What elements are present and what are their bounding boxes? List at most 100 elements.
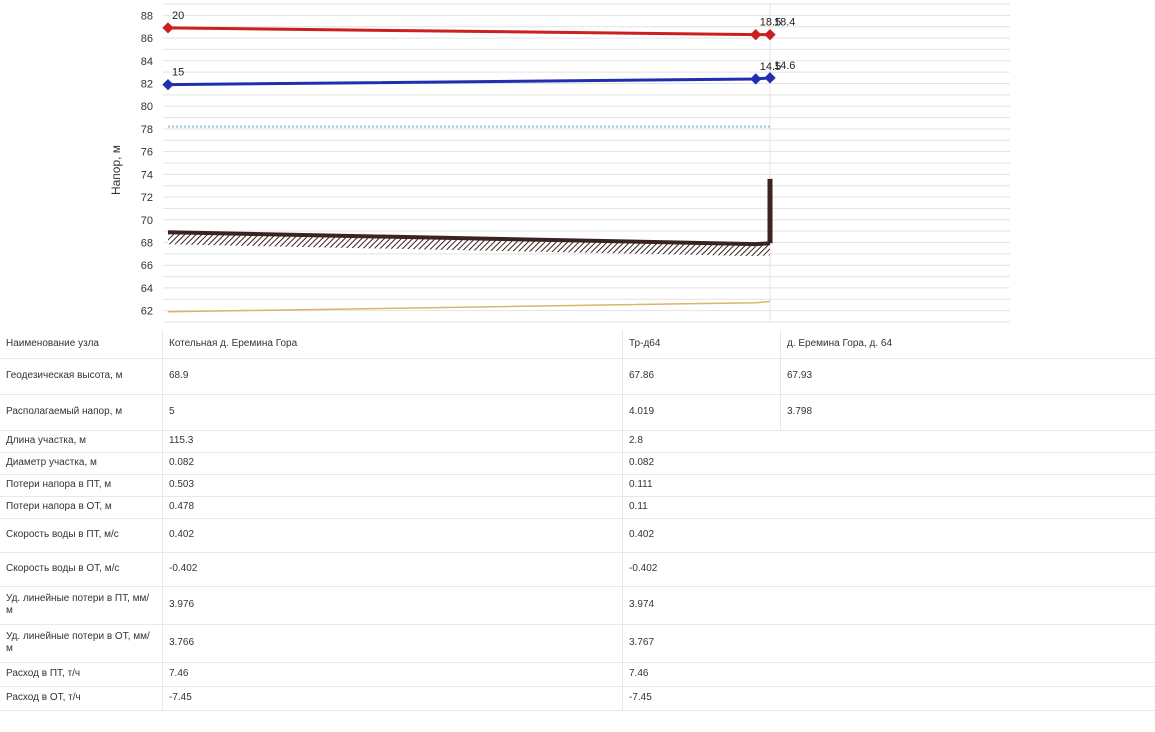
cell-node-1: 68.9	[162, 358, 623, 394]
cell-node-3	[781, 430, 1155, 452]
y-tick-label: 80	[141, 101, 153, 113]
cell-node-2: 2.8	[622, 430, 781, 452]
series-line	[167, 300, 771, 313]
cell-node-3: 3.798	[780, 394, 1155, 430]
cell-node-3	[781, 452, 1155, 474]
table-row: Диаметр участка, м 0.082 0.082	[0, 452, 1155, 474]
table-row: Скорость воды в ПТ, м/с 0.402 0.402	[0, 518, 1155, 552]
data-label: 18.5	[760, 17, 781, 29]
table-row: Скорость воды в ОТ, м/с -0.402 -0.402	[0, 552, 1155, 586]
table-row: Длина участка, м 115.3 2.8	[0, 430, 1155, 452]
data-point-marker	[764, 72, 776, 84]
cell-node-1: 7.46	[162, 662, 623, 686]
cell-node-1: Котельная д. Еремина Гора	[162, 330, 623, 358]
row-label: Потери напора в ПТ, м	[6, 479, 112, 490]
cell-node-3	[781, 552, 1155, 586]
series-line	[167, 26, 770, 37]
y-tick-label: 76	[141, 147, 153, 159]
cell-node-3	[781, 496, 1155, 518]
cell-node-2: 0.402	[622, 518, 781, 552]
cell-node-3	[781, 518, 1155, 552]
cell-node-2: 0.082	[622, 452, 781, 474]
cell-node-3	[781, 662, 1155, 686]
data-label: 18.4	[774, 17, 795, 29]
y-tick-label: 72	[141, 192, 153, 204]
cell-node-2: Тр-д64	[622, 330, 781, 358]
cell-node-1: 0.082	[162, 452, 623, 474]
y-axis-ticks: 62 64 66 68 70 72 74 76 78 80 82 84 86 88	[141, 10, 153, 317]
table-row: Потери напора в ПТ, м 0.503 0.111	[0, 474, 1155, 496]
data-label: 20	[172, 10, 184, 22]
row-label: Потери напора в ОТ, м	[6, 501, 112, 512]
cell-node-1: 3.976	[162, 586, 623, 624]
cell-node-2: 4.019	[622, 394, 781, 430]
row-label: Расход в ПТ, т/ч	[6, 668, 81, 679]
y-tick-label: 70	[141, 215, 153, 227]
row-label: Уд. линейные потери в ПТ, мм/м	[6, 593, 150, 616]
data-labels: 20 18.518.4 15 14.514.6	[172, 10, 795, 79]
table-row: Геодезическая высота, м 68.9 67.86 67.93	[0, 358, 1155, 394]
node-parameters-table: Наименование узла Котельная д. Еремина Го…	[0, 330, 1155, 711]
cell-node-1: 5	[162, 394, 623, 430]
cell-node-3	[781, 586, 1155, 624]
cell-node-1: 115.3	[162, 430, 623, 452]
table-row: Расход в ОТ, т/ч -7.45 -7.45	[0, 686, 1155, 710]
data-point-marker	[764, 29, 776, 41]
cell-node-2: -7.45	[622, 686, 781, 710]
y-tick-label: 74	[141, 169, 153, 181]
cell-node-2: 0.111	[622, 474, 781, 496]
y-tick-label: 68	[141, 238, 153, 250]
row-label: Наименование узла	[6, 337, 99, 349]
y-tick-label: 62	[141, 306, 153, 318]
cell-node-2: -0.402	[622, 552, 781, 586]
cell-node-1: 3.766	[162, 624, 623, 662]
cell-node-3	[781, 474, 1155, 496]
cell-node-3	[781, 686, 1155, 710]
data-label: 14.5	[760, 61, 781, 73]
y-tick-label: 84	[141, 56, 153, 68]
ground-hatch	[168, 232, 770, 257]
table-row: Наименование узла Котельная д. Еремина Го…	[0, 330, 1155, 358]
y-tick-label: 86	[141, 33, 153, 45]
cell-node-1: -7.45	[162, 686, 623, 710]
data-label: 15	[172, 67, 184, 79]
cell-node-1: 0.478	[162, 496, 623, 518]
y-tick-label: 66	[141, 260, 153, 272]
cell-node-3: 67.93	[780, 358, 1155, 394]
cell-node-3	[781, 624, 1155, 662]
series-layer	[162, 22, 776, 313]
y-axis-title: Напор, м	[109, 145, 123, 195]
table-row: Располагаемый напор, м 5 4.019 3.798	[0, 394, 1155, 430]
data-label: 14.6	[774, 60, 795, 72]
row-label: Диаметр участка, м	[6, 457, 97, 468]
y-tick-label: 78	[141, 124, 153, 136]
row-label: Уд. линейные потери в ОТ, мм/м	[6, 631, 150, 654]
cell-node-2: 3.767	[622, 624, 781, 662]
y-tick-label: 64	[141, 283, 153, 295]
data-point-marker	[750, 29, 762, 41]
cell-node-1: -0.402	[162, 552, 623, 586]
row-label: Скорость воды в ПТ, м/с	[6, 529, 119, 540]
grid-lines	[163, 3, 1010, 323]
row-label: Скорость воды в ОТ, м/с	[6, 563, 120, 574]
ground-line	[167, 230, 771, 247]
y-tick-label: 88	[141, 10, 153, 22]
cell-node-1: 0.503	[162, 474, 623, 496]
data-point-marker	[162, 78, 174, 91]
data-point-marker	[750, 73, 762, 85]
cell-node-2: 0.11	[622, 496, 781, 518]
table-row: Потери напора в ОТ, м 0.478 0.11	[0, 496, 1155, 518]
cell-node-1: 0.402	[162, 518, 623, 552]
row-label: Расход в ОТ, т/ч	[6, 692, 81, 703]
cell-node-2: 67.86	[622, 358, 781, 394]
cell-node-2: 3.974	[622, 586, 781, 624]
table-row: Расход в ПТ, т/ч 7.46 7.46	[0, 662, 1155, 686]
cell-node-2: 7.46	[622, 662, 781, 686]
piezometric-chart: 62 64 66 68 70 72 74 76 78 80 82 84 86 88 Напор, м 20…	[109, 3, 1010, 323]
cell-node-3: д. Еремина Гора, д. 64	[780, 330, 1155, 358]
row-label: Геодезическая высота, м	[6, 370, 123, 381]
row-label: Располагаемый напор, м	[6, 406, 123, 417]
row-label: Длина участка, м	[6, 435, 86, 446]
table-row: Уд. линейные потери в ОТ, мм/м 3.766 3.767	[0, 624, 1155, 662]
y-tick-label: 82	[141, 79, 153, 91]
